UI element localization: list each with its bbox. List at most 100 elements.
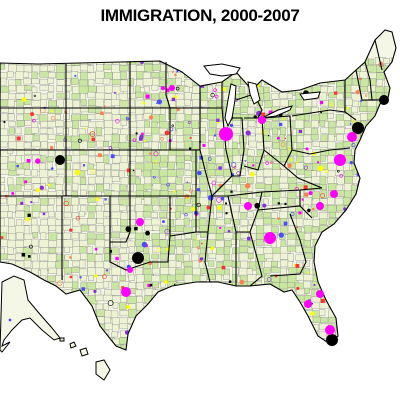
immigration-symbol <box>295 264 300 268</box>
immigration-symbol <box>303 185 308 190</box>
county-cell <box>342 254 350 262</box>
county-cell <box>63 282 74 289</box>
county-cell <box>48 85 55 92</box>
county-cell <box>318 260 329 268</box>
immigration-symbol <box>149 312 152 315</box>
immigration-symbol <box>12 331 19 338</box>
county-cell <box>31 196 40 203</box>
county-cell <box>144 317 153 324</box>
county-cell <box>359 190 367 196</box>
county-cell <box>247 211 254 218</box>
immigration-symbol <box>362 316 369 323</box>
immigration-symbol <box>196 170 202 176</box>
county-cell <box>376 274 383 282</box>
county-cell <box>175 198 186 206</box>
county-cell <box>143 330 153 337</box>
county-cell <box>174 309 182 316</box>
county-cell <box>310 344 320 350</box>
county-cell <box>232 330 243 337</box>
county-cell <box>191 315 200 322</box>
county-cell <box>392 183 396 192</box>
major-marker <box>316 202 324 210</box>
immigration-symbol <box>29 332 34 337</box>
county-cell <box>80 189 87 197</box>
county-cell <box>376 282 382 289</box>
county-cell <box>55 246 64 254</box>
immigration-symbol <box>221 87 226 91</box>
county-cell <box>71 302 81 311</box>
county-cell <box>111 92 117 101</box>
county-cell <box>38 239 49 248</box>
county-cell <box>175 225 185 233</box>
county-cell <box>56 126 64 134</box>
county-cell <box>255 322 264 333</box>
county-cell <box>392 205 396 214</box>
immigration-symbol <box>201 242 203 245</box>
county-cell <box>376 204 388 214</box>
county-cell <box>255 344 265 350</box>
county-cell <box>184 155 191 161</box>
immigration-symbol <box>363 267 367 271</box>
county-cell <box>288 302 298 309</box>
county-cell <box>344 260 351 269</box>
county-cell <box>23 338 33 347</box>
immigration-symbol <box>336 169 340 173</box>
county-cell <box>391 338 396 346</box>
county-cell <box>119 71 127 80</box>
county-cell <box>368 58 375 66</box>
county-cell <box>224 302 234 309</box>
state-line <box>0 62 131 197</box>
county-cell <box>199 289 205 297</box>
county-cell <box>143 310 154 319</box>
immigration-symbol <box>148 115 154 120</box>
county-cell <box>46 161 53 170</box>
county-cell <box>23 225 30 235</box>
county-cell <box>191 120 200 129</box>
county-cell <box>239 324 251 334</box>
county-cell <box>87 261 95 268</box>
immigration-symbol <box>190 288 196 293</box>
county-cell <box>351 273 359 283</box>
county-cell <box>184 170 193 176</box>
immigration-symbol <box>196 246 200 250</box>
immigration-symbol <box>293 264 296 267</box>
county-cell <box>391 114 396 123</box>
immigration-symbol <box>102 274 107 280</box>
county-cell <box>151 141 160 151</box>
major-marker <box>334 154 346 166</box>
immigration-symbol <box>370 328 377 335</box>
immigration-symbol <box>340 284 347 291</box>
immigration-symbol <box>311 207 315 211</box>
county-cell <box>200 337 207 344</box>
county-cell <box>254 156 264 163</box>
county-cell <box>63 317 70 327</box>
immigration-symbol <box>108 146 113 150</box>
county-cell <box>112 275 118 282</box>
county-cell <box>167 240 177 246</box>
immigration-symbol <box>298 211 302 215</box>
county-cell <box>375 191 385 198</box>
immigration-symbol <box>75 216 81 221</box>
immigration-symbol <box>397 234 399 236</box>
county-cell <box>280 126 286 136</box>
county-cell <box>176 282 186 290</box>
county-cell <box>71 93 80 100</box>
county-cell <box>160 141 167 151</box>
county-cell <box>192 64 203 71</box>
county-cell <box>232 282 239 292</box>
county-cell <box>239 226 248 233</box>
immigration-symbol <box>370 145 373 148</box>
county-cell <box>368 330 378 338</box>
county-cell <box>119 337 131 345</box>
county-cell <box>375 316 385 326</box>
county-cell <box>112 295 122 304</box>
county-cell <box>63 91 70 99</box>
county-cell <box>184 99 191 106</box>
county-cell <box>335 71 343 80</box>
county-cell <box>335 295 342 305</box>
county-cell <box>392 198 396 208</box>
county-cell <box>264 344 275 350</box>
immigration-symbol <box>261 112 266 117</box>
county-cell <box>96 309 107 317</box>
county-cell <box>160 281 166 288</box>
